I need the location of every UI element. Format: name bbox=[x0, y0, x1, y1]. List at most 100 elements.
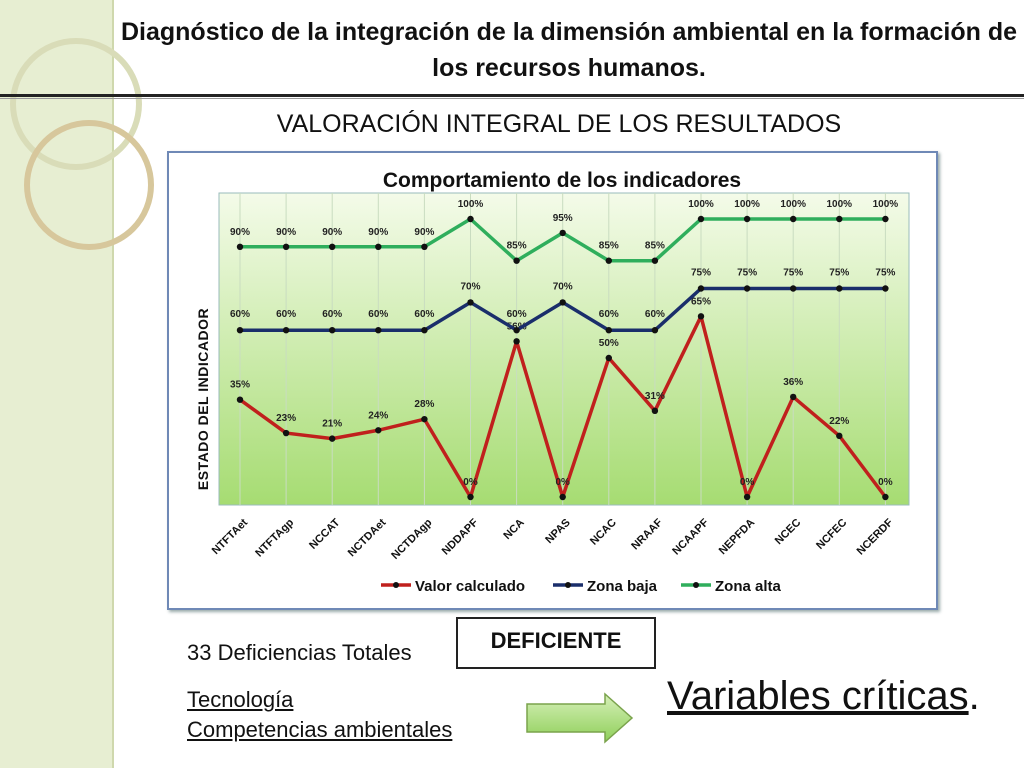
data-point bbox=[375, 243, 382, 250]
data-point bbox=[790, 215, 797, 223]
page-title: Diagnóstico de la integración de la dime… bbox=[120, 18, 1018, 82]
data-point bbox=[605, 327, 612, 334]
x-tick-label: NTFTAet bbox=[210, 516, 251, 557]
data-point bbox=[282, 243, 290, 250]
data-point bbox=[651, 327, 659, 334]
data-label: 36% bbox=[783, 377, 803, 388]
data-point bbox=[697, 313, 705, 320]
data-label: 56% bbox=[507, 321, 527, 332]
data-point bbox=[790, 285, 797, 292]
data-point bbox=[467, 493, 474, 501]
line-chart: Comportamiento de los indicadores ESTADO… bbox=[195, 169, 910, 595]
data-label: 60% bbox=[599, 309, 619, 320]
data-point bbox=[467, 299, 474, 306]
data-label: 100% bbox=[873, 199, 899, 210]
data-label: 21% bbox=[322, 419, 342, 430]
data-label: 60% bbox=[414, 309, 434, 320]
critical-variables-period: . bbox=[968, 674, 980, 718]
data-label: 85% bbox=[645, 241, 665, 252]
data-label: 90% bbox=[322, 227, 342, 238]
data-label: 65% bbox=[691, 296, 711, 307]
legend-label: Valor calculado bbox=[415, 578, 525, 595]
legend-label: Zona baja bbox=[587, 578, 658, 595]
x-tick-label: NCAAPF bbox=[670, 516, 711, 557]
x-tick-label: NCTDAgp bbox=[389, 516, 434, 561]
data-label: 31% bbox=[645, 391, 665, 402]
data-point bbox=[651, 257, 659, 264]
data-label: 75% bbox=[783, 268, 803, 279]
data-point bbox=[605, 257, 612, 264]
data-point bbox=[375, 427, 382, 434]
y-axis-label: ESTADO DEL INDICADOR bbox=[195, 308, 211, 490]
page-subtitle: VALORACIÓN INTEGRAL DE LOS RESULTADOS bbox=[276, 110, 842, 138]
legend-label: Zona alta bbox=[715, 578, 782, 595]
x-tick-label: NCERDF bbox=[855, 516, 896, 557]
x-tick-label: NCA bbox=[501, 517, 526, 542]
data-point bbox=[329, 327, 336, 334]
data-label: 28% bbox=[414, 399, 434, 410]
data-label: 0% bbox=[878, 477, 893, 488]
data-label: 24% bbox=[368, 410, 388, 421]
data-label: 70% bbox=[460, 281, 480, 292]
data-point bbox=[743, 285, 751, 292]
legend-marker bbox=[393, 582, 399, 588]
series-zona-baja: 60% 60% 60% 60% 60% 70% 60% 70% 60% 60% 75% 75% 75% 7… bbox=[230, 268, 896, 334]
data-point bbox=[743, 215, 751, 223]
data-point bbox=[697, 285, 705, 292]
x-tick-label: NTFTAgp bbox=[253, 516, 296, 559]
verdict-badge: DEFICIENTE bbox=[456, 617, 656, 669]
data-point bbox=[236, 243, 244, 250]
data-point bbox=[559, 493, 566, 501]
data-point bbox=[236, 327, 244, 334]
data-label: 0% bbox=[740, 477, 755, 488]
x-tick-label: NEPFDA bbox=[717, 517, 758, 558]
data-label: 0% bbox=[555, 477, 570, 488]
data-label: 60% bbox=[645, 309, 665, 320]
data-label: 90% bbox=[230, 227, 250, 238]
decorative-side-band bbox=[0, 0, 154, 768]
data-point bbox=[421, 243, 428, 250]
chart-frame: Comportamiento de los indicadores ESTADO… bbox=[167, 151, 938, 610]
data-point bbox=[421, 415, 428, 423]
critical-variables-text: Variables críticas bbox=[667, 674, 969, 718]
data-label: 60% bbox=[276, 309, 296, 320]
total-deficiencies-label: 33 Deficiencias Totales bbox=[187, 640, 412, 665]
data-point bbox=[375, 327, 382, 334]
x-tick-label: NPAS bbox=[543, 517, 573, 547]
data-label: 90% bbox=[368, 227, 388, 238]
data-point bbox=[513, 257, 520, 264]
gridlines bbox=[239, 193, 886, 505]
data-point bbox=[559, 229, 566, 237]
data-point bbox=[282, 429, 290, 437]
data-point bbox=[790, 393, 797, 401]
data-point bbox=[282, 327, 290, 334]
variable-item-environmental-competencies[interactable]: Competencias ambientales bbox=[187, 717, 453, 742]
data-label: 100% bbox=[780, 199, 806, 210]
data-point bbox=[651, 407, 659, 415]
x-tick-labels: NTFTAet NTFTAgp NCCAT NCTDAet NCTDAgp NDDAPF N… bbox=[210, 516, 896, 561]
legend-item: Valor calculado bbox=[381, 578, 525, 595]
data-label: 60% bbox=[507, 309, 527, 320]
data-label: 75% bbox=[875, 268, 895, 279]
critical-variables-heading: Variables críticas. bbox=[667, 674, 980, 719]
data-point bbox=[329, 243, 336, 250]
data-point bbox=[513, 327, 520, 334]
data-point bbox=[467, 215, 474, 223]
legend-item: Zona alta bbox=[681, 578, 782, 595]
data-point bbox=[882, 215, 889, 223]
x-tick-label: NCAC bbox=[588, 517, 619, 548]
decorative-ring-2 bbox=[24, 120, 154, 250]
variable-item-technology[interactable]: Tecnología bbox=[187, 687, 294, 712]
x-tick-label: NRAAF bbox=[629, 516, 665, 552]
series-zona-alta: 90% 90% 90% 90% 90% 100% 85% 95% 85% 85% 100% 100% 1… bbox=[230, 199, 898, 264]
x-tick-label: NCTDAet bbox=[346, 516, 389, 559]
data-label: 75% bbox=[691, 268, 711, 279]
data-point bbox=[329, 435, 336, 442]
data-point bbox=[836, 432, 843, 440]
data-label: 23% bbox=[276, 413, 296, 424]
data-point bbox=[697, 215, 705, 223]
legend-marker bbox=[693, 582, 699, 588]
data-label: 100% bbox=[734, 199, 760, 210]
data-point bbox=[836, 215, 843, 223]
data-point bbox=[605, 354, 612, 362]
